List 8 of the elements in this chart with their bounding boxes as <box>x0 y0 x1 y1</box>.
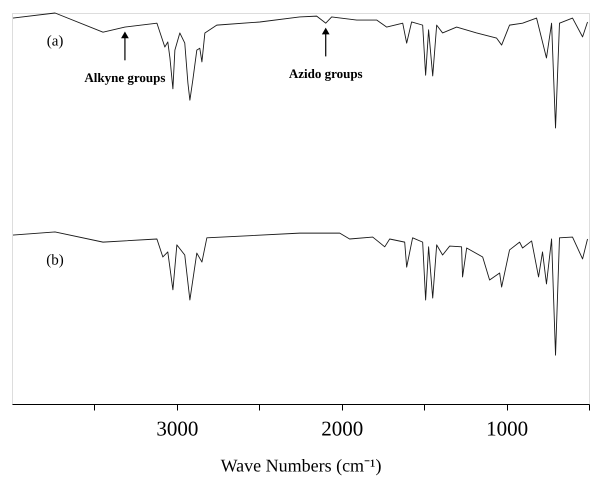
annotation: Alkyne groups <box>84 70 166 86</box>
x-tick-label: 2000 <box>321 416 364 440</box>
x-tick-label: 3000 <box>156 416 198 440</box>
x-tick-label: 1000 <box>486 416 528 440</box>
series-label: (b) <box>46 252 64 268</box>
annotation: Azido groups <box>288 66 363 82</box>
series-label: (a) <box>46 33 64 50</box>
x-axis-title: Wave Numbers (cm⁻¹) <box>220 456 382 476</box>
